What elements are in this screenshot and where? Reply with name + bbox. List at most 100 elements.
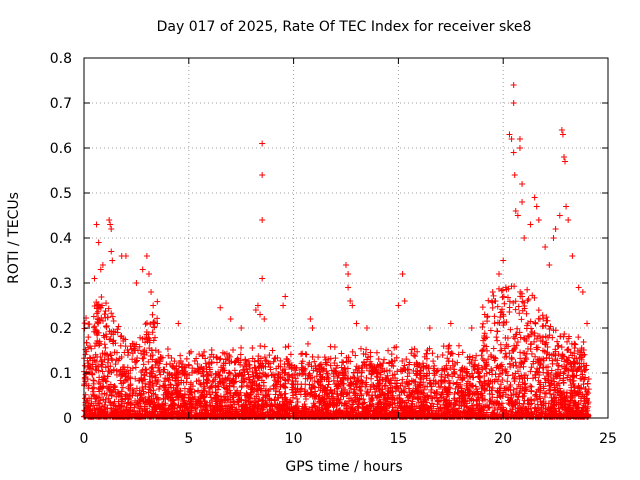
data-point bbox=[225, 357, 232, 364]
data-point bbox=[145, 358, 152, 365]
data-point bbox=[95, 367, 102, 374]
data-point bbox=[523, 310, 530, 317]
data-point bbox=[103, 300, 110, 307]
data-point bbox=[485, 377, 492, 384]
data-point bbox=[231, 367, 238, 374]
data-point bbox=[205, 372, 212, 379]
data-point bbox=[107, 352, 114, 359]
data-point bbox=[555, 343, 562, 350]
data-point bbox=[224, 391, 231, 398]
data-point bbox=[315, 354, 322, 361]
data-point bbox=[515, 381, 522, 388]
data-point bbox=[377, 371, 384, 378]
data-point bbox=[583, 397, 590, 404]
data-point bbox=[103, 391, 110, 398]
data-point bbox=[507, 326, 514, 333]
data-points bbox=[81, 82, 592, 420]
data-point bbox=[481, 330, 488, 337]
data-point bbox=[84, 363, 91, 370]
data-point bbox=[119, 384, 126, 391]
data-point bbox=[141, 347, 148, 354]
data-point bbox=[419, 360, 426, 367]
data-point bbox=[519, 298, 526, 305]
data-point bbox=[403, 356, 410, 363]
data-point bbox=[237, 351, 244, 358]
data-point bbox=[430, 358, 437, 365]
data-point bbox=[580, 381, 587, 388]
data-point bbox=[561, 331, 568, 338]
data-point bbox=[140, 361, 147, 368]
data-point bbox=[226, 353, 233, 360]
data-point bbox=[491, 313, 498, 320]
data-point bbox=[237, 357, 244, 364]
data-point bbox=[149, 329, 156, 336]
data-point bbox=[331, 359, 338, 366]
data-point bbox=[90, 388, 97, 395]
data-point bbox=[350, 374, 357, 381]
data-point bbox=[571, 372, 578, 379]
data-point bbox=[506, 298, 513, 305]
data-point bbox=[480, 320, 487, 327]
data-point bbox=[489, 299, 496, 306]
data-point bbox=[299, 350, 306, 357]
data-point bbox=[543, 339, 550, 346]
data-point bbox=[414, 394, 421, 401]
data-point bbox=[161, 378, 168, 385]
data-point bbox=[294, 395, 301, 402]
data-point bbox=[101, 311, 108, 318]
data-point bbox=[237, 361, 244, 368]
data-point bbox=[524, 397, 531, 404]
data-point bbox=[440, 343, 447, 350]
data-point bbox=[102, 307, 109, 314]
data-point bbox=[271, 355, 278, 362]
data-point bbox=[285, 377, 292, 384]
data-point bbox=[186, 350, 193, 357]
data-point bbox=[164, 345, 171, 352]
data-point bbox=[109, 357, 116, 364]
data-point bbox=[311, 384, 318, 391]
data-point bbox=[101, 341, 108, 348]
data-point bbox=[367, 349, 374, 356]
data-point bbox=[500, 293, 507, 300]
data-point bbox=[105, 305, 112, 312]
data-point bbox=[284, 360, 291, 367]
data-point bbox=[408, 377, 415, 384]
data-point bbox=[399, 357, 406, 364]
data-point bbox=[429, 350, 436, 357]
data-point bbox=[124, 352, 131, 359]
data-point bbox=[565, 372, 572, 379]
data-point bbox=[98, 293, 105, 300]
data-point bbox=[210, 353, 217, 360]
data-point bbox=[470, 382, 477, 389]
data-point bbox=[539, 312, 546, 319]
data-point bbox=[470, 374, 477, 381]
data-point bbox=[488, 366, 495, 373]
data-point bbox=[294, 398, 301, 405]
data-point bbox=[574, 347, 581, 354]
data-point bbox=[368, 396, 375, 403]
data-point bbox=[298, 351, 305, 358]
data-point bbox=[516, 375, 523, 382]
data-point bbox=[436, 384, 443, 391]
data-point bbox=[404, 373, 411, 380]
data-point bbox=[158, 354, 165, 361]
data-point bbox=[514, 338, 521, 345]
data-point bbox=[137, 334, 144, 341]
data-point bbox=[497, 341, 504, 348]
data-point bbox=[196, 351, 203, 358]
data-point bbox=[282, 344, 289, 351]
data-point bbox=[178, 364, 185, 371]
data-point bbox=[242, 356, 249, 363]
data-point bbox=[495, 373, 502, 380]
data-point bbox=[334, 362, 341, 369]
data-point bbox=[540, 334, 547, 341]
data-point bbox=[547, 323, 554, 330]
data-point bbox=[528, 364, 535, 371]
data-point bbox=[356, 395, 363, 402]
data-point bbox=[100, 383, 107, 390]
data-point bbox=[116, 355, 123, 362]
data-point bbox=[114, 329, 121, 336]
data-point bbox=[311, 358, 318, 365]
data-point bbox=[532, 353, 539, 360]
data-point bbox=[251, 395, 258, 402]
